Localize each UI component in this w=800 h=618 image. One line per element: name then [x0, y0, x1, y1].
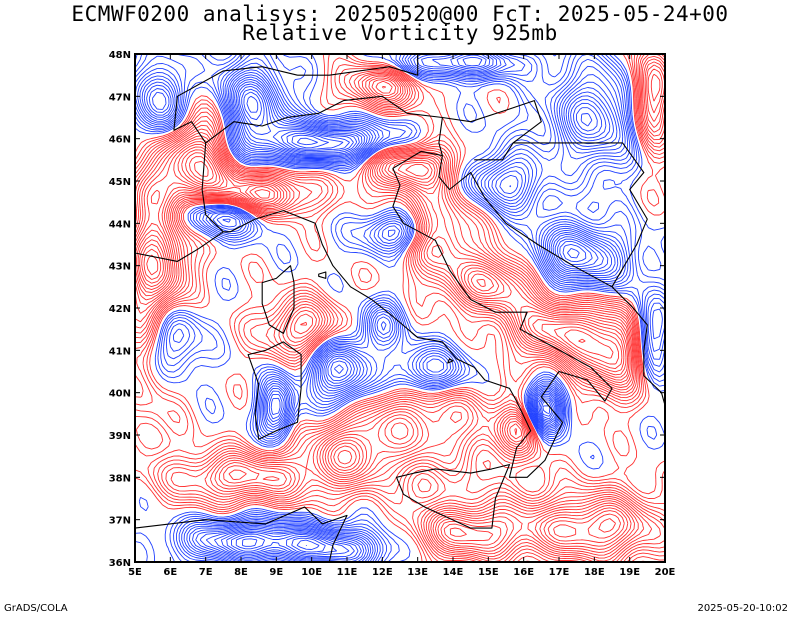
- positive-vorticity-contour: [135, 61, 665, 556]
- sardinia-coastline: [247, 341, 302, 440]
- footer-timestamp: 2025-05-20-10:02: [697, 603, 788, 614]
- lon-tick-label: 8E: [234, 567, 248, 578]
- map-title-line2: Relative Vorticity 925mb: [242, 21, 558, 45]
- coastline-layer: [135, 54, 665, 562]
- lat-tick-label: 44N: [109, 219, 131, 230]
- negative-vorticity-contour: [241, 95, 329, 553]
- positive-vorticity-contour: [135, 64, 665, 553]
- lat-tick-label: 42N: [109, 304, 131, 315]
- sicily-coastline: [395, 464, 511, 529]
- lon-tick-label: 17E: [549, 567, 570, 578]
- negative-vorticity-contour: [135, 54, 665, 562]
- corsica-coastline: [261, 265, 295, 334]
- africa-coastline: [135, 506, 348, 562]
- axis-labels: 48N 47N 46N 45N 44N 43N 42N 41N 40N 39N 38N 37N 36N5…: [109, 50, 676, 578]
- lon-tick-label: 16E: [513, 567, 534, 578]
- positive-vorticity-contour: [135, 54, 665, 562]
- lon-tick-label: 9E: [269, 567, 283, 578]
- lat-tick-label: 40N: [109, 389, 131, 400]
- lat-tick-label: 47N: [109, 92, 131, 103]
- negative-vorticity-contour: [143, 54, 621, 562]
- positive-vorticity-contour: [135, 68, 663, 550]
- positive-vorticity-contour: [135, 54, 665, 562]
- negative-vorticity-contour: [231, 88, 593, 556]
- lat-tick-label: 46N: [109, 135, 131, 146]
- negative-vorticity-contour: [296, 137, 320, 550]
- negative-vorticity-contour: [235, 91, 580, 555]
- negative-vorticity-contour: [141, 54, 663, 562]
- negative-vorticity-contour: [135, 54, 665, 562]
- positive-vorticity-contour: [135, 58, 665, 559]
- footer-credit: GrADS/COLA: [4, 603, 68, 614]
- austria-border: [297, 54, 419, 76]
- lat-tick-label: 36N: [109, 558, 131, 569]
- lon-tick-label: 14E: [443, 567, 464, 578]
- lon-tick-label: 19E: [619, 567, 640, 578]
- negative-vorticity-contour: [220, 56, 603, 559]
- negative-vorticity-contour: [148, 54, 614, 562]
- map-title-line1: ECMWF0200 analisys: 20250520@00 FcT: 202…: [71, 2, 729, 26]
- negative-vorticity-contour: [135, 54, 665, 562]
- positive-vorticity-contour: [136, 85, 627, 543]
- negative-vorticity-contour: [146, 54, 618, 562]
- negative-vorticity-contour: [137, 54, 665, 562]
- negative-vorticity-contour: [135, 54, 665, 562]
- lon-tick-label: 11E: [337, 567, 358, 578]
- negative-vorticity-contour: [226, 85, 598, 558]
- negative-vorticity-contour: [139, 54, 665, 562]
- balkan-coastline: [438, 155, 665, 406]
- axis-ticks: [134, 53, 666, 563]
- france-coastline: [135, 231, 224, 262]
- lon-tick-label: 10E: [301, 567, 322, 578]
- lon-tick-label: 6E: [163, 567, 177, 578]
- positive-vorticity-contour: [135, 54, 665, 562]
- positive-vorticity-contour: [135, 54, 665, 562]
- ischia-island: [447, 358, 454, 364]
- lat-tick-label: 41N: [109, 346, 131, 357]
- vorticity-contours: [135, 54, 665, 562]
- swiss-border: [173, 66, 298, 144]
- lat-tick-label: 43N: [109, 262, 131, 273]
- lon-tick-label: 5E: [128, 567, 142, 578]
- positive-vorticity-contour: [143, 160, 614, 359]
- positive-vorticity-contour: [135, 73, 661, 547]
- positive-vorticity-contour: [139, 152, 623, 533]
- positive-vorticity-contour: [141, 156, 620, 365]
- positive-vorticity-contour: [137, 149, 625, 539]
- positive-vorticity-contour: [135, 54, 665, 562]
- elba-island: [318, 271, 327, 279]
- lat-tick-label: 39N: [109, 431, 131, 442]
- lat-tick-label: 48N: [109, 50, 131, 61]
- positive-vorticity-contour: [135, 54, 665, 562]
- italy-coastline: [201, 95, 613, 478]
- positive-vorticity-contour: [135, 54, 665, 562]
- lon-tick-label: 20E: [655, 567, 676, 578]
- slovenia-border: [442, 100, 542, 161]
- negative-vorticity-contour: [214, 54, 607, 561]
- lat-tick-label: 38N: [109, 473, 131, 484]
- lon-tick-label: 7E: [199, 567, 213, 578]
- lon-tick-label: 13E: [407, 567, 428, 578]
- croatia-border: [513, 142, 648, 288]
- lon-tick-label: 18E: [584, 567, 605, 578]
- negative-vorticity-contour: [135, 54, 665, 562]
- negative-vorticity-contour: [135, 54, 665, 562]
- lon-tick-label: 12E: [372, 567, 393, 578]
- positive-vorticity-contour: [135, 54, 665, 562]
- lat-tick-label: 45N: [109, 177, 131, 188]
- lat-tick-label: 37N: [109, 516, 131, 527]
- lon-tick-label: 15E: [478, 567, 499, 578]
